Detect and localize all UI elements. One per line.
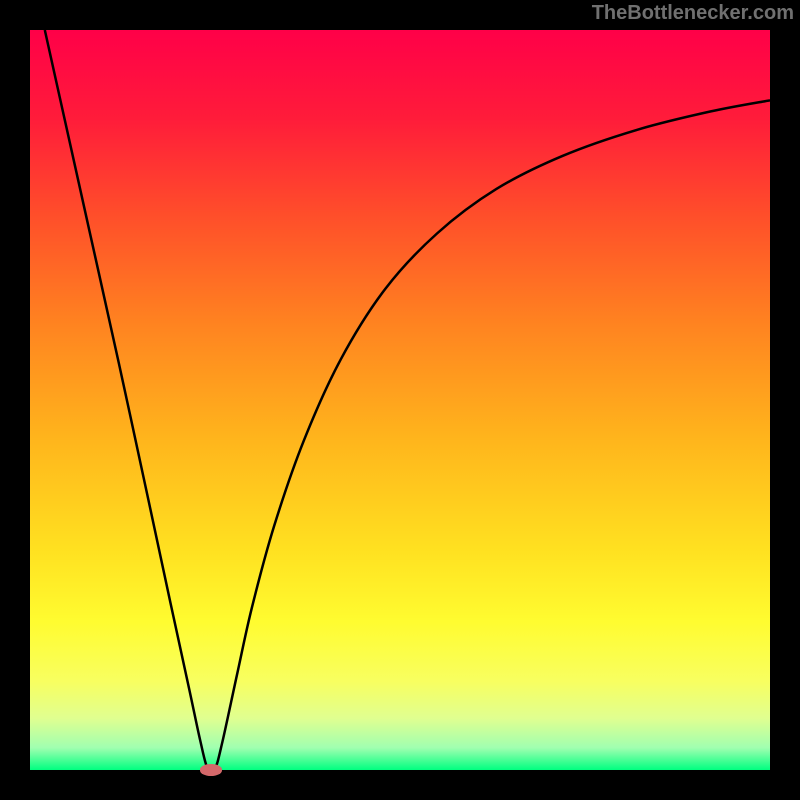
plot-area — [30, 30, 770, 770]
bottleneck-curve — [30, 30, 770, 770]
chart-container: TheBottlenecker.com — [0, 0, 800, 800]
minimum-marker — [200, 764, 222, 775]
watermark-text: TheBottlenecker.com — [592, 2, 794, 25]
